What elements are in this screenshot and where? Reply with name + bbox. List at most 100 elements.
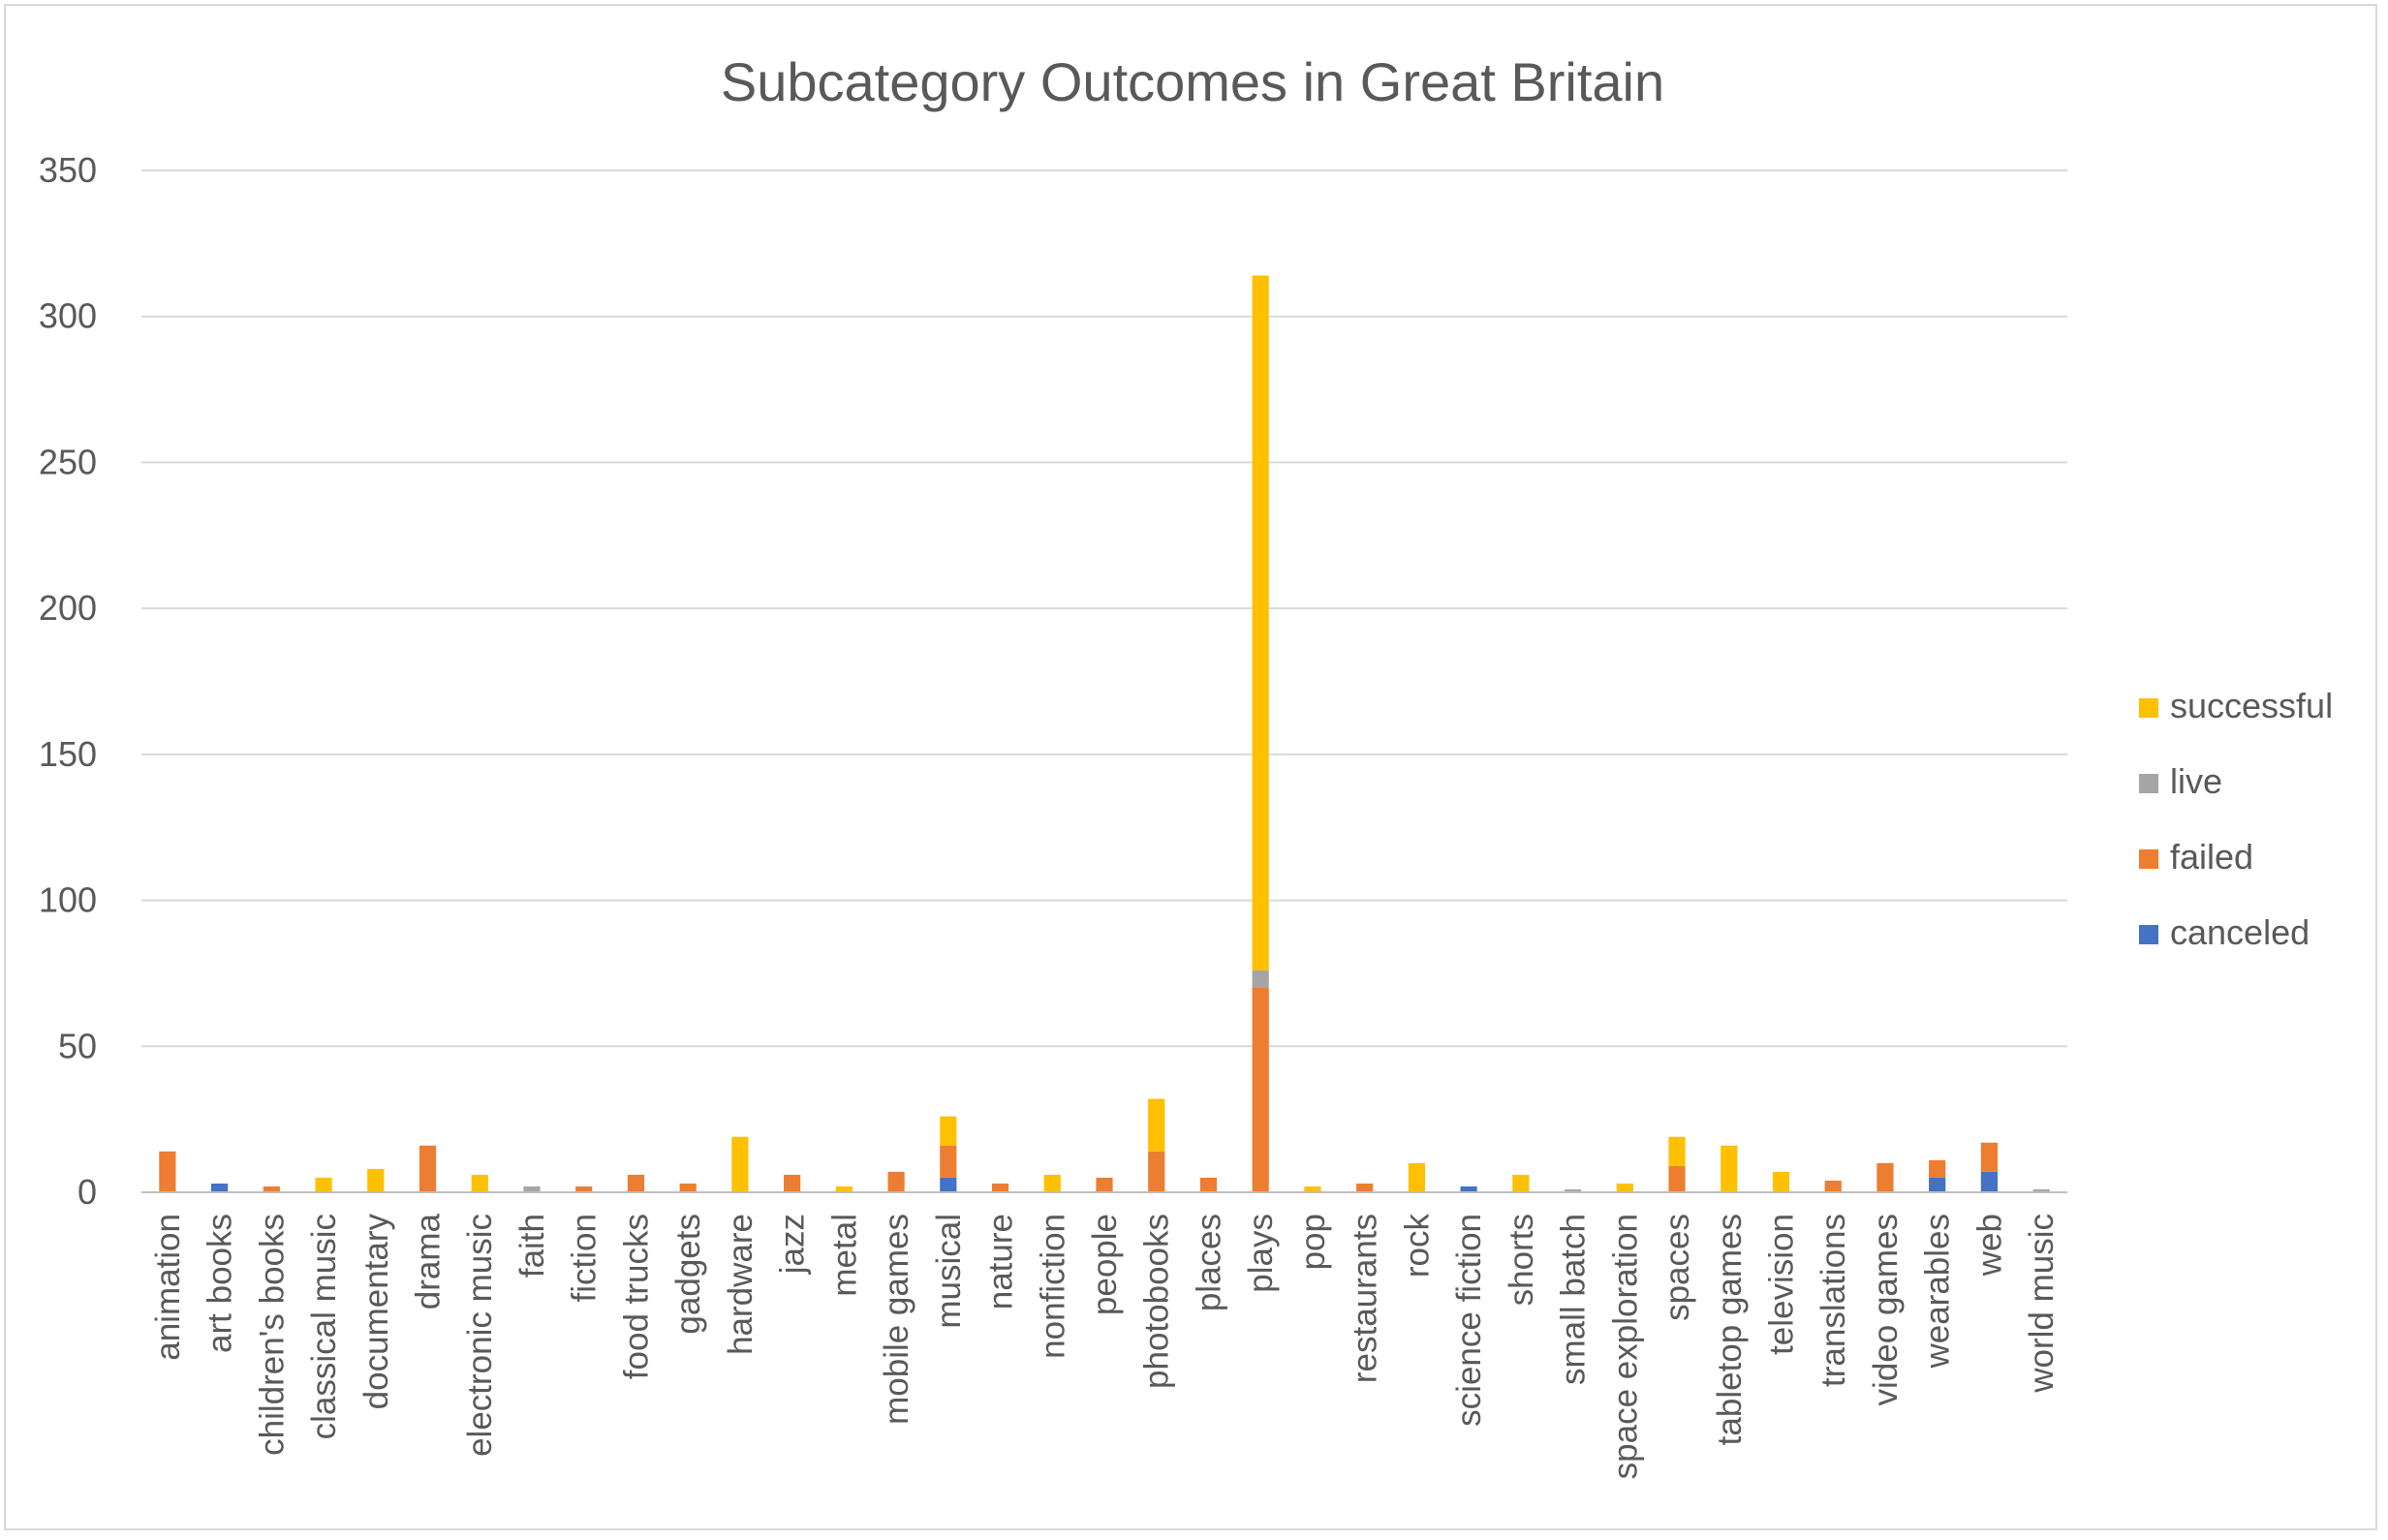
- bar-failed-23: [1356, 1183, 1374, 1192]
- x-category-label-16: nature: [982, 1214, 1020, 1309]
- chart-canvas: Subcategory Outcomes in Great Britain 0 5…: [39, 51, 2333, 1479]
- bar-failed-15: [940, 1145, 957, 1178]
- x-category-label-19: photobooks: [1138, 1214, 1176, 1389]
- legend-swatch-canceled: [2139, 925, 2158, 944]
- bar-successful-11: [731, 1136, 749, 1192]
- bar-failed-18: [1096, 1177, 1113, 1192]
- y-tick-label-5: 250: [39, 442, 97, 481]
- x-category-label-21: plays: [1242, 1214, 1280, 1293]
- x-category-label-11: hardware: [722, 1214, 760, 1355]
- x-category-label-10: gadgets: [669, 1214, 707, 1335]
- gridlines: [141, 169, 2067, 1048]
- x-category-label-27: small batch: [1555, 1214, 1593, 1385]
- bar-failed-0: [159, 1151, 176, 1192]
- y-tick-label-4: 200: [39, 588, 97, 628]
- bar-canceled-1: [210, 1183, 229, 1192]
- bar-successful-24: [1408, 1162, 1425, 1192]
- x-category-label-9: food trucks: [617, 1214, 655, 1379]
- bar-successful-22: [1304, 1186, 1321, 1192]
- y-axis-tick-labels: 0 50 100 150 200 250 300 350: [39, 150, 97, 1212]
- bar-failed-8: [575, 1186, 593, 1192]
- x-category-label-28: space exploration: [1606, 1214, 1644, 1479]
- x-axis-category-labels: animation art books children's books classi…: [149, 1213, 2061, 1479]
- bar-failed-29: [1668, 1165, 1686, 1192]
- legend-label-canceled: canceled: [2170, 912, 2310, 952]
- x-category-label-26: shorts: [1503, 1214, 1540, 1306]
- bar-failed-14: [887, 1171, 905, 1192]
- bar-successful-13: [835, 1186, 853, 1192]
- x-category-label-0: animation: [149, 1214, 187, 1361]
- chart-frame: Subcategory Outcomes in Great Britain 0 5…: [4, 4, 2377, 1530]
- x-category-label-15: musical: [930, 1214, 968, 1329]
- bar-successful-15: [940, 1116, 957, 1146]
- bar-successful-30: [1721, 1145, 1738, 1192]
- bar-failed-10: [679, 1183, 697, 1192]
- bar-successful-4: [367, 1168, 385, 1192]
- x-category-label-14: mobile games: [878, 1214, 915, 1425]
- bar-successful-17: [1043, 1174, 1061, 1192]
- bar-successful-26: [1512, 1174, 1530, 1192]
- y-tick-label-6: 300: [39, 296, 97, 336]
- x-category-label-6: electronic music: [461, 1214, 499, 1457]
- chart-title: Subcategory Outcomes in Great Britain: [721, 51, 1664, 112]
- bar-canceled-25: [1460, 1186, 1477, 1192]
- y-tick-label-1: 50: [58, 1026, 97, 1065]
- x-category-label-4: documentary: [357, 1214, 395, 1410]
- x-category-label-25: science fiction: [1450, 1214, 1488, 1427]
- bar-failed-33: [1876, 1162, 1894, 1192]
- legend-label-failed: failed: [2170, 837, 2253, 877]
- bar-failed-19: [1148, 1151, 1165, 1192]
- bar-successful-28: [1616, 1183, 1633, 1192]
- x-category-label-36: world music: [2023, 1214, 2061, 1394]
- bar-live-27: [1564, 1188, 1582, 1192]
- bar-successful-31: [1772, 1171, 1790, 1192]
- legend: successful live failed canceled: [2139, 686, 2333, 952]
- bar-live-7: [523, 1186, 541, 1192]
- legend-swatch-live: [2139, 774, 2158, 793]
- x-category-label-23: restaurants: [1347, 1214, 1384, 1383]
- y-tick-label-3: 150: [39, 734, 97, 774]
- bar-failed-20: [1199, 1177, 1218, 1192]
- x-category-label-17: nonfiction: [1034, 1214, 1071, 1359]
- x-category-label-18: people: [1086, 1214, 1124, 1315]
- x-category-label-2: children's books: [253, 1214, 291, 1456]
- bar-successful-29: [1668, 1136, 1686, 1166]
- bar-canceled-34: [1929, 1177, 1946, 1192]
- x-category-label-13: metal: [825, 1214, 863, 1297]
- bar-failed-32: [1824, 1180, 1842, 1192]
- x-category-label-33: video games: [1867, 1214, 1905, 1405]
- x-category-label-24: rock: [1398, 1214, 1436, 1278]
- x-category-label-12: jazz: [774, 1214, 812, 1275]
- bar-failed-34: [1929, 1159, 1946, 1178]
- legend-label-live: live: [2170, 761, 2222, 801]
- x-category-label-3: classical music: [305, 1214, 343, 1439]
- x-category-label-29: spaces: [1659, 1214, 1696, 1321]
- x-category-label-34: wearables: [1919, 1214, 1957, 1370]
- x-category-label-32: translations: [1814, 1214, 1852, 1387]
- bar-failed-12: [784, 1174, 801, 1192]
- x-category-label-35: web: [1970, 1214, 2008, 1277]
- x-category-label-1: art books: [202, 1214, 239, 1353]
- bar-successful-21: [1252, 275, 1269, 970]
- bar-failed-35: [1980, 1142, 1999, 1172]
- bar-failed-21: [1252, 988, 1269, 1192]
- x-category-label-30: tabletop games: [1711, 1214, 1749, 1445]
- bar-live-21: [1252, 970, 1269, 988]
- bar-successful-6: [471, 1174, 488, 1192]
- y-tick-label-7: 350: [39, 150, 97, 190]
- x-category-label-7: faith: [513, 1214, 551, 1278]
- bars: [159, 275, 2050, 1192]
- bar-canceled-35: [1980, 1171, 1999, 1192]
- x-category-label-8: fiction: [566, 1214, 604, 1302]
- bar-failed-9: [627, 1174, 645, 1192]
- bar-failed-16: [991, 1183, 1009, 1192]
- bar-canceled-15: [940, 1177, 957, 1192]
- y-tick-label-0: 0: [78, 1172, 97, 1212]
- bar-successful-3: [315, 1177, 332, 1192]
- legend-label-successful: successful: [2170, 686, 2333, 725]
- bar-successful-19: [1148, 1098, 1165, 1152]
- x-category-label-31: television: [1762, 1214, 1800, 1355]
- y-tick-label-2: 100: [39, 880, 97, 920]
- x-category-label-22: pop: [1294, 1214, 1332, 1270]
- x-category-label-20: places: [1190, 1214, 1227, 1311]
